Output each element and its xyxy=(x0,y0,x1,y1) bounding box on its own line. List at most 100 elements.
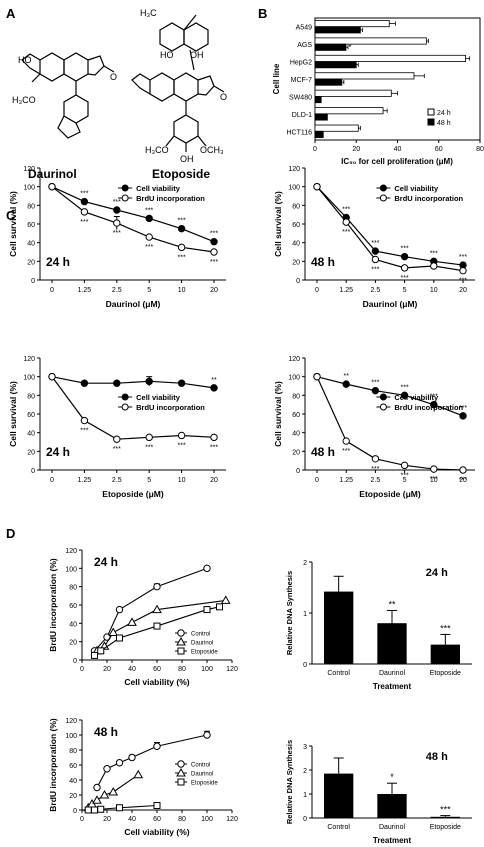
legend-label: BrdU incorporation xyxy=(394,403,463,412)
y-tick-label: 120 xyxy=(65,548,77,555)
y-axis-label: Cell survival (%) xyxy=(273,191,283,257)
x-tick-label: 2.5 xyxy=(371,287,381,294)
significance-stars: *** xyxy=(401,246,409,253)
chart-b-y-label: Cell line xyxy=(272,63,281,94)
significance-stars: *** xyxy=(371,380,379,387)
y-tick-label: 60 xyxy=(292,412,300,419)
data-point xyxy=(210,384,218,392)
y-axis-label: Relative DNA Synthesis xyxy=(285,740,294,824)
series-line-0 xyxy=(316,186,464,266)
legend-label: BrdU incorporation xyxy=(136,194,205,203)
series-line-1 xyxy=(316,376,464,471)
chart-d2: 0 1 2 Control ** Daurinol *** Etoposide Treatmen… xyxy=(285,560,472,691)
x-tick-label: 80 xyxy=(178,816,186,823)
chart-b-tick-label: 20 xyxy=(352,146,360,153)
data-point xyxy=(113,219,121,227)
x-tick-label: Etoposide xyxy=(430,670,461,677)
chart-d1: 0 20 40 60 80 100 120 0 20 40 60 80 100 120 Cell viabi… xyxy=(48,548,238,687)
data-point-square xyxy=(116,634,123,642)
series-line-0 xyxy=(51,376,215,389)
panel-label-d: D xyxy=(6,526,15,541)
chart-b-tick-label: 0 xyxy=(313,146,317,153)
chart-b-category-label: SW480 xyxy=(289,94,312,101)
panel-time-label: 48 h xyxy=(311,255,335,269)
legend-label: Cell viability xyxy=(136,184,181,193)
y-tick-label: 40 xyxy=(292,241,300,248)
x-tick-label: 10 xyxy=(178,287,186,294)
x-tick-label: 20 xyxy=(459,287,467,294)
y-tick-label: 0 xyxy=(296,468,300,475)
significance-stars: *** xyxy=(371,240,379,247)
daurinol-atom-label: H₃CO xyxy=(12,95,36,105)
data-point-circle xyxy=(203,731,211,739)
x-tick-label: 10 xyxy=(430,477,438,484)
data-point xyxy=(80,197,89,206)
data-point-circle xyxy=(93,783,101,792)
legend-label: Control xyxy=(191,632,210,638)
significance-stars: * xyxy=(390,772,394,782)
daurinol-atom-label: HO xyxy=(18,55,32,65)
legend-label: Cell viability xyxy=(394,184,439,193)
significance-stars: *** xyxy=(113,230,121,237)
significance-stars: *** xyxy=(178,254,186,261)
x-axis-label: Cell viability (%) xyxy=(124,827,189,837)
x-tick-label: 5 xyxy=(403,477,407,484)
data-point xyxy=(400,264,409,272)
panel-time-label: 24 h xyxy=(94,555,118,569)
series-line-control xyxy=(94,567,208,652)
x-axis-label: Daurinol (μM) xyxy=(363,299,418,309)
chart-b-category-label: MCF-7 xyxy=(291,77,312,84)
significance-stars: *** xyxy=(440,805,451,815)
y-tick-label: 120 xyxy=(23,356,35,363)
x-tick-label: 10 xyxy=(178,477,186,484)
significance-stars: *** xyxy=(430,250,438,257)
etoposide-name: Etoposide xyxy=(152,167,210,181)
bar xyxy=(377,623,407,664)
data-point-square xyxy=(84,806,92,814)
data-point-circle xyxy=(203,564,211,573)
data-point xyxy=(145,233,153,241)
bar xyxy=(324,591,354,664)
x-tick-label: Control xyxy=(327,824,350,831)
x-tick-label: 1.25 xyxy=(339,287,353,294)
y-tick-label: 60 xyxy=(27,412,35,419)
y-axis-label: Cell survival (%) xyxy=(8,381,18,447)
significance-stars: *** xyxy=(178,218,186,225)
chart-b-bar-24h xyxy=(314,20,390,28)
significance-stars: *** xyxy=(371,266,379,273)
data-point-square xyxy=(116,804,123,812)
x-tick-label: 0 xyxy=(50,477,54,484)
significance-stars: ** xyxy=(343,373,349,380)
data-point-square xyxy=(177,647,185,655)
data-point xyxy=(371,386,380,395)
significance-stars: ** xyxy=(211,377,217,384)
x-tick-label: 1.25 xyxy=(339,477,353,484)
y-tick-label: 0 xyxy=(303,662,307,669)
chart-b-bar-24h xyxy=(314,89,392,97)
legend-label: Cell viability xyxy=(136,393,181,402)
data-point-circle xyxy=(177,760,185,768)
significance-stars: *** xyxy=(401,275,409,282)
bar xyxy=(430,644,460,664)
data-point xyxy=(430,262,438,270)
x-tick-label: 5 xyxy=(147,287,151,294)
y-tick-label: 80 xyxy=(69,748,77,755)
data-point-square xyxy=(153,802,161,809)
data-point xyxy=(48,182,56,191)
etoposide-atom-label: OCH₃ xyxy=(200,145,224,155)
y-tick-label: 120 xyxy=(23,166,35,173)
data-point-triangle xyxy=(152,604,162,614)
data-point-triangle xyxy=(99,789,110,799)
data-point-circle xyxy=(153,742,161,750)
significance-stars: *** xyxy=(440,623,451,633)
x-tick-label: Control xyxy=(327,670,350,677)
significance-stars: *** xyxy=(80,219,88,226)
significance-stars: ** xyxy=(388,599,396,609)
data-point-circle xyxy=(177,629,185,637)
panel-time-label: 48 h xyxy=(426,751,448,763)
data-point xyxy=(342,437,350,445)
y-tick-label: 0 xyxy=(73,808,77,815)
chart-c3: 0 20 40 60 80 100 120 0 1.25 2.5 5 10 20 Etoposide (μ… xyxy=(8,356,226,499)
y-tick-label: 100 xyxy=(23,185,35,192)
data-point xyxy=(459,412,467,420)
